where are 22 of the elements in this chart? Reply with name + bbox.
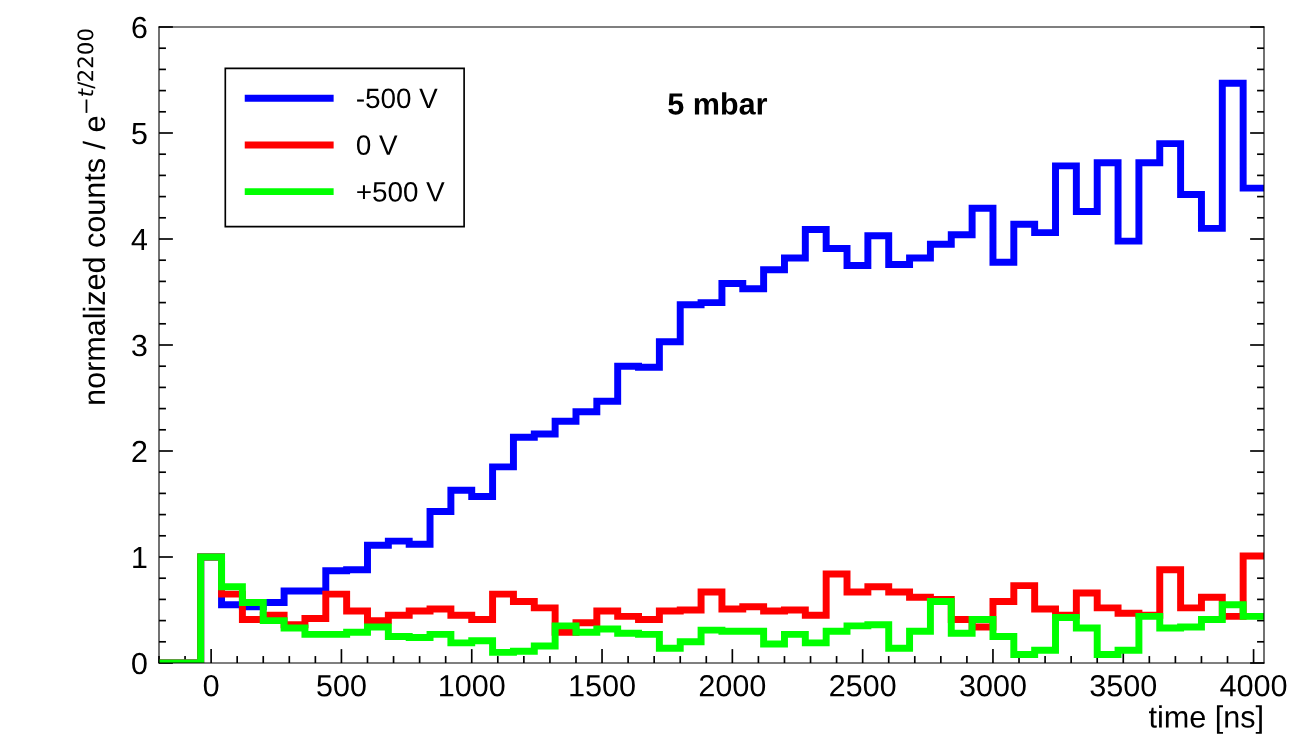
- x-tick-label: 1000: [440, 674, 505, 697]
- x-tick-label: 4000: [1220, 674, 1287, 697]
- y-tick-label: 0: [132, 652, 147, 675]
- y-tick-label: 6: [132, 16, 147, 39]
- y-tick-label: 4: [131, 229, 147, 251]
- x-tick-label: 0: [203, 674, 219, 697]
- x-tick-label: 1500: [570, 674, 635, 697]
- x-tick-label: 2500: [830, 674, 896, 697]
- y-axis-title: normalized counts / e$^{−t/2200}$: [77, 29, 106, 404]
- y-tick-label: 2: [132, 440, 147, 463]
- y-tick-label: 3: [132, 334, 147, 357]
- x-tick-label: 500: [317, 674, 366, 697]
- y-tick-label: 1: [133, 547, 147, 569]
- annotation: 5 mbar: [668, 92, 768, 115]
- x-tick-label: 2000: [699, 674, 766, 697]
- y-tick-label: 5: [132, 123, 147, 145]
- x-axis-title: time [ns]: [1149, 705, 1262, 734]
- legend-label: -500 V: [357, 88, 438, 109]
- x-tick-label: 3000: [960, 674, 1026, 697]
- x-tick-label: 3500: [1090, 674, 1157, 697]
- legend-label: +500 V: [357, 181, 445, 202]
- legend-label: 0 V: [356, 135, 398, 155]
